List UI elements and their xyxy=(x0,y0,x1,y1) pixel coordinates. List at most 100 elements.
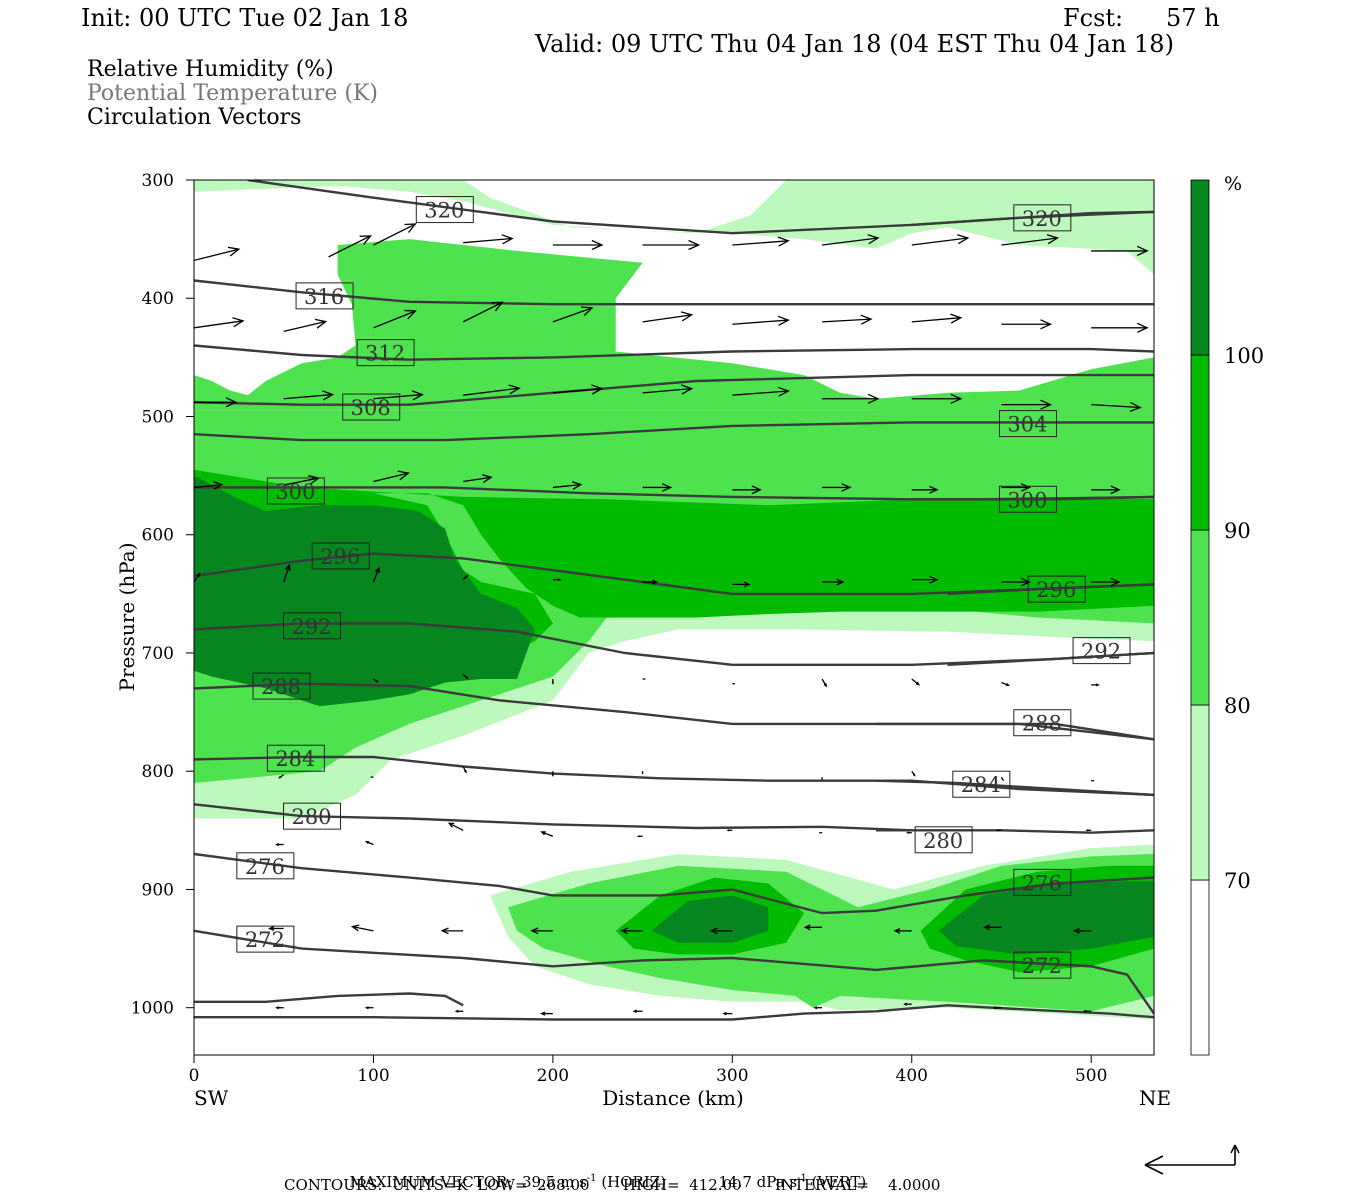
circulation-vector xyxy=(1085,829,1092,832)
theta-contour-280-16 xyxy=(194,803,1154,834)
vector-shaft xyxy=(352,926,374,932)
circulation-vector xyxy=(732,315,790,326)
circulation-vector xyxy=(1001,234,1060,246)
circulation-vector xyxy=(552,306,594,323)
contour-label-box xyxy=(998,485,1057,513)
vector-head xyxy=(196,572,201,577)
vector-head xyxy=(1136,245,1149,256)
vector-head xyxy=(1085,829,1089,832)
vector-shaft xyxy=(328,235,371,258)
contour-label-layer: 320 320 316 312 308 304 300 300 296 296 292 292 288 2… xyxy=(236,196,1131,979)
circulation-vector xyxy=(822,393,880,404)
x-axis-title: Distance (km) xyxy=(602,1086,744,1110)
max-vert-value: 14.7 dPa s xyxy=(718,1173,798,1191)
vector-head xyxy=(212,481,224,490)
vector-head xyxy=(1001,778,1004,782)
circulation-vector xyxy=(462,301,504,323)
circulation-vector xyxy=(364,840,374,846)
contour-label-288: 288 xyxy=(1022,712,1062,736)
contour-label-box xyxy=(1013,709,1072,737)
rh-region-100-11 xyxy=(194,475,535,707)
vector-head xyxy=(632,1009,637,1013)
rh-region-70-0 xyxy=(194,180,1154,275)
circulation-vector xyxy=(283,563,291,583)
contour-label-272: 272 xyxy=(1022,954,1062,978)
vector-head xyxy=(491,301,504,312)
vector-shaft xyxy=(1091,404,1141,409)
circulation-vector xyxy=(275,843,284,847)
contour-label-box xyxy=(1013,951,1072,979)
vector-head xyxy=(375,566,380,574)
vector-head xyxy=(465,574,469,578)
vector-shaft xyxy=(463,237,513,244)
contour-label-312: 312 xyxy=(365,342,405,366)
vector-shaft xyxy=(373,393,423,400)
vector-head xyxy=(1110,577,1121,587)
circulation-vector xyxy=(709,927,733,935)
circulation-vector xyxy=(283,318,328,332)
contour-label-box xyxy=(356,339,415,367)
vector-shaft xyxy=(642,314,692,323)
contours-info: CONTOURS: UNITS=K LOW= 268.00 HIGH= 412.… xyxy=(284,1176,941,1194)
vector-head xyxy=(530,927,539,935)
vector-shaft xyxy=(541,831,554,837)
circulation-vector xyxy=(463,384,521,396)
vector-head xyxy=(803,924,811,931)
vector-head xyxy=(404,309,417,320)
contour-label-box xyxy=(998,410,1057,438)
circulation-vector xyxy=(373,678,379,683)
vector-shaft xyxy=(822,318,872,323)
vector-head xyxy=(322,390,335,401)
contour-label-box xyxy=(311,542,370,570)
vector-head xyxy=(364,840,369,844)
forecast-hour: 57 h xyxy=(1166,4,1220,32)
circulation-vector xyxy=(726,829,733,832)
theta-contour-308-4 xyxy=(194,373,1154,406)
rh-region-100-13 xyxy=(938,881,1154,955)
vector-head xyxy=(375,680,379,683)
valid-time: Valid: 09 UTC Thu 04 Jan 18 (04 EST Thu … xyxy=(535,30,1174,58)
max-horiz-exponent: -1 xyxy=(586,1173,597,1184)
circulation-vector xyxy=(813,1006,823,1010)
vector-head xyxy=(929,575,939,584)
theta-contour-304-5 xyxy=(194,421,1154,442)
vector-head xyxy=(957,234,970,245)
circulation-vector xyxy=(372,566,380,583)
theta-contour-312-3 xyxy=(194,344,1154,361)
vector-head xyxy=(836,578,845,586)
circulation-vector xyxy=(732,236,790,247)
vector-head xyxy=(268,926,275,931)
vector-shaft xyxy=(1001,237,1058,246)
y-tick-label: 1000 xyxy=(131,999,174,1019)
y-tick-label: 300 xyxy=(142,171,174,191)
circulation-vector xyxy=(620,927,643,935)
vector-head xyxy=(726,829,730,832)
circulation-vector xyxy=(552,481,583,490)
vector-head xyxy=(915,681,921,686)
vector-head xyxy=(992,1006,997,1010)
vector-head xyxy=(275,843,280,847)
circulation-vector xyxy=(1091,485,1121,495)
max-horiz-value: 39.5 m s xyxy=(521,1173,587,1191)
vector-shaft xyxy=(283,477,319,486)
contour-label-box xyxy=(295,282,354,310)
vector-shaft xyxy=(911,237,968,246)
contour-label-292: 292 xyxy=(291,615,331,639)
circulation-vector xyxy=(822,314,873,325)
max-vector-label: MAXIMUM VECTOR: xyxy=(349,1173,513,1191)
contour-label-320: 320 xyxy=(424,199,464,223)
vector-shaft xyxy=(283,565,290,583)
vector-head xyxy=(1095,683,1100,687)
circulation-vector xyxy=(551,678,555,685)
vector-head xyxy=(551,773,554,777)
vector-shaft xyxy=(552,307,593,323)
circulation-vector xyxy=(995,829,1002,832)
circulation-vector xyxy=(983,924,1002,931)
contour-label-300: 300 xyxy=(275,480,315,504)
contour-label-300: 300 xyxy=(1007,488,1047,512)
init-time: Init: 00 UTC Tue 02 Jan 18 xyxy=(81,4,409,32)
circulation-vector xyxy=(911,393,963,404)
circulation-vector xyxy=(642,579,659,585)
vector-head xyxy=(551,681,555,685)
circulation-vector xyxy=(194,397,238,408)
